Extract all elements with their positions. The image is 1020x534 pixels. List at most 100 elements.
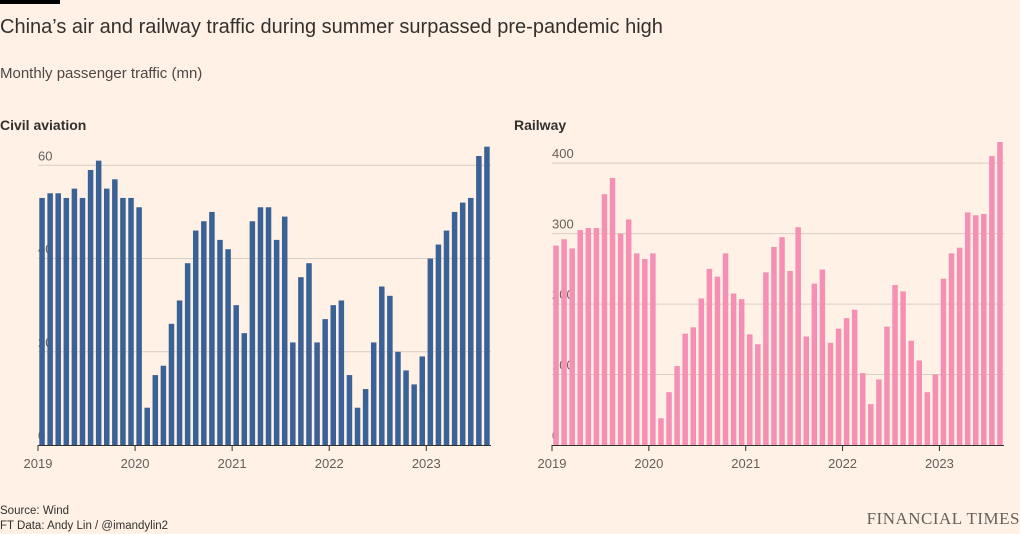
railway-bar: [940, 278, 947, 445]
railway-bar: [948, 253, 955, 445]
civil-aviation-bar: [338, 300, 345, 445]
railway-bar: [601, 194, 608, 445]
railway-bar: [690, 327, 696, 445]
railway-bar: [932, 374, 939, 445]
railway-bar: [593, 227, 600, 445]
railway-bar: [771, 246, 777, 445]
railway-bar: [964, 212, 971, 445]
railway-bar: [553, 245, 559, 445]
railway-bar: [803, 336, 809, 445]
civil-aviation-bar: [484, 146, 490, 445]
civil-aviation-bar: [225, 249, 231, 445]
railway-bar: [682, 333, 688, 445]
railway-bar: [860, 373, 866, 445]
source-text: Source: Wind: [0, 505, 70, 517]
civil-aviation-bar: [476, 155, 482, 445]
railway-bar: [738, 299, 745, 445]
civil-aviation-bar: [152, 375, 159, 445]
railway-bar: [706, 268, 713, 445]
railway-bar: [779, 237, 785, 445]
civil-aviation-y-tick-label: 60: [38, 148, 52, 163]
railway-bar: [981, 213, 987, 445]
civil-aviation-x-tick-label: 2019: [24, 456, 53, 471]
civil-aviation-bar: [112, 179, 118, 446]
railway-bar: [650, 253, 656, 445]
railway-bar: [617, 233, 624, 445]
civil-aviation-bar: [459, 202, 466, 445]
railway-bar: [997, 142, 1003, 445]
ft-logo: FINANCIAL TIMES: [866, 509, 1020, 528]
railway-bar: [956, 247, 963, 445]
railway-bar: [989, 156, 995, 445]
railway-bar: [916, 360, 922, 445]
railway-bar: [569, 248, 575, 445]
panel-title-civil-aviation: Civil aviation: [0, 117, 87, 133]
railway-bar: [892, 285, 898, 445]
civil-aviation-x-tick-label: 2023: [412, 456, 441, 471]
civil-aviation-x-tick-label: 2021: [218, 456, 247, 471]
railway-bar: [747, 334, 753, 445]
railway-y-tick-label: 300: [552, 217, 574, 232]
railway-bar: [674, 366, 680, 445]
railway-bar: [730, 293, 737, 445]
railway-bar: [714, 276, 721, 445]
chart-title: China’s air and railway traffic during s…: [0, 16, 663, 38]
civil-aviation-bar: [435, 244, 442, 445]
civil-aviation-bar: [249, 221, 256, 445]
civil-aviation-bar: [411, 384, 417, 445]
railway-x-tick-label: 2021: [731, 456, 760, 471]
railway-bar: [577, 230, 583, 445]
railway-bar: [658, 418, 664, 445]
railway-bar: [835, 328, 842, 445]
civil-aviation-bar: [104, 188, 110, 445]
civil-aviation-bar: [128, 197, 134, 445]
civil-aviation-bar: [63, 197, 70, 445]
railway-bar: [819, 269, 826, 445]
civil-aviation-x-tick-label: 2022: [315, 456, 344, 471]
civil-aviation-bar: [395, 351, 401, 445]
railway-bar: [795, 227, 801, 445]
civil-aviation-bar: [443, 230, 450, 445]
civil-aviation-bar: [387, 295, 393, 445]
railway-bar: [698, 298, 705, 445]
civil-aviation-bar: [79, 197, 86, 445]
railway-bar: [585, 227, 592, 445]
civil-aviation-bar: [233, 305, 239, 445]
civil-aviation-bar: [468, 197, 474, 445]
railway-bar: [827, 342, 834, 445]
civil-aviation-bar: [346, 375, 353, 445]
railway-bar: [811, 283, 818, 445]
railway-bar: [843, 318, 850, 445]
civil-aviation-bar: [370, 342, 377, 445]
civil-aviation-bar: [273, 239, 280, 445]
railway-bar: [851, 309, 858, 445]
civil-aviation-bar: [322, 319, 328, 445]
civil-aviation-bar: [209, 211, 215, 445]
railway-y-tick-label: 400: [552, 146, 574, 161]
source-note: Source: Wind FT Data: Andy Lin / @imandy…: [0, 504, 168, 534]
civil-aviation-bar: [55, 193, 61, 445]
civil-aviation-bar: [265, 207, 272, 445]
railway-x-tick-label: 2020: [634, 456, 663, 471]
railway-bar: [755, 344, 761, 445]
railway-bar: [908, 340, 914, 445]
railway-bar: [787, 270, 793, 445]
railway-bar: [763, 272, 769, 445]
railway-bar: [642, 258, 648, 445]
credit-text: FT Data: Andy Lin / @imandylin2: [0, 520, 169, 532]
railway-bar: [876, 379, 882, 445]
civil-aviation-bar: [281, 216, 288, 445]
railway-bar: [722, 253, 729, 445]
railway-bar: [973, 215, 979, 445]
railway-bar: [634, 253, 640, 445]
railway-x-tick-label: 2019: [538, 456, 567, 471]
civil-aviation-bar: [201, 221, 207, 445]
chart-subtitle: Monthly passenger traffic (mn): [0, 65, 203, 82]
railway-bar: [884, 326, 890, 445]
railway-bar: [868, 404, 874, 445]
panel-title-railway: Railway: [514, 117, 567, 133]
railway-bar: [666, 392, 672, 445]
civil-aviation-bar: [362, 389, 369, 445]
civil-aviation-bar: [87, 169, 94, 445]
